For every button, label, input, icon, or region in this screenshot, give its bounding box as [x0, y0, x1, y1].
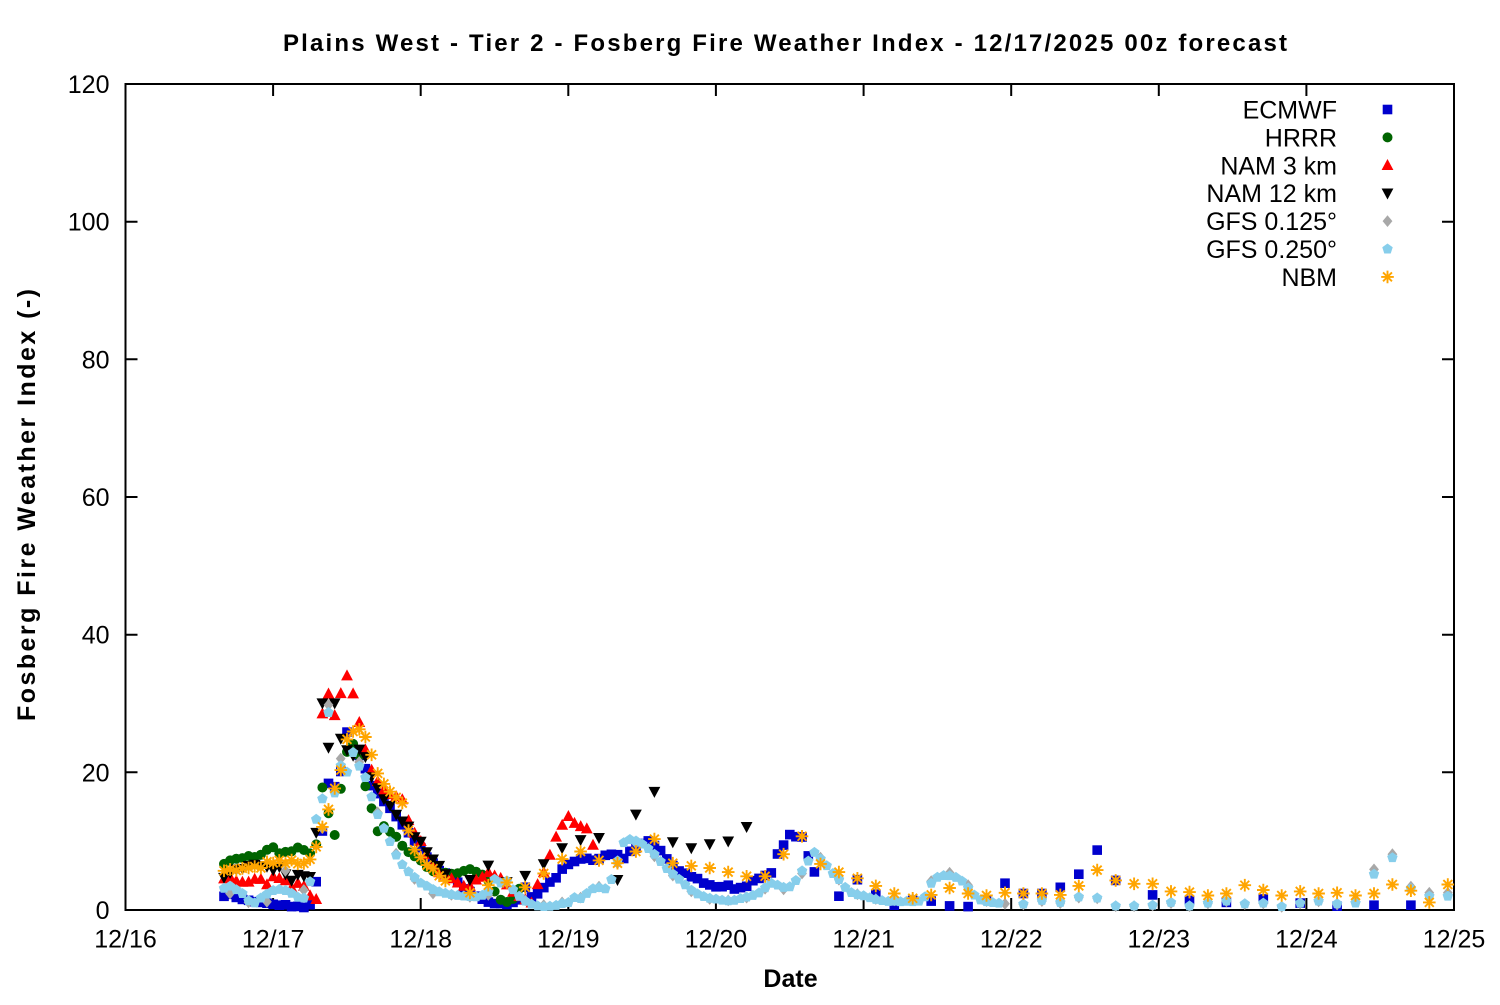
svg-text:GFS 0.125°: GFS 0.125°: [1206, 208, 1337, 236]
svg-text:100: 100: [68, 209, 110, 237]
svg-text:12/18: 12/18: [389, 926, 452, 954]
svg-text:80: 80: [82, 346, 110, 374]
svg-text:12/20: 12/20: [685, 926, 748, 954]
svg-text:12/19: 12/19: [537, 926, 600, 954]
svg-text:12/22: 12/22: [980, 926, 1043, 954]
svg-text:12/21: 12/21: [832, 926, 895, 954]
svg-text:20: 20: [82, 759, 110, 787]
svg-text:ECMWF: ECMWF: [1243, 97, 1337, 125]
svg-text:Plains West - Tier 2 - Fosberg: Plains West - Tier 2 - Fosberg Fire Weat…: [283, 30, 1287, 57]
svg-text:NAM 12 km: NAM 12 km: [1206, 180, 1337, 208]
svg-text:Fosberg Fire Weather Index (-): Fosberg Fire Weather Index (-): [13, 289, 41, 721]
svg-text:12/24: 12/24: [1275, 926, 1338, 954]
svg-text:40: 40: [82, 622, 110, 650]
svg-text:0: 0: [96, 897, 110, 925]
svg-text:HRRR: HRRR: [1265, 124, 1337, 152]
svg-text:12/23: 12/23: [1128, 926, 1191, 954]
svg-text:GFS 0.250°: GFS 0.250°: [1206, 236, 1337, 264]
svg-text:NBM: NBM: [1281, 264, 1337, 292]
svg-text:NAM 3 km: NAM 3 km: [1220, 152, 1337, 180]
svg-text:120: 120: [68, 71, 110, 99]
svg-text:12/17: 12/17: [242, 926, 305, 954]
svg-text:60: 60: [82, 484, 110, 512]
svg-text:12/25: 12/25: [1423, 926, 1486, 954]
svg-text:Date: Date: [763, 965, 817, 993]
svg-text:12/16: 12/16: [94, 926, 157, 954]
